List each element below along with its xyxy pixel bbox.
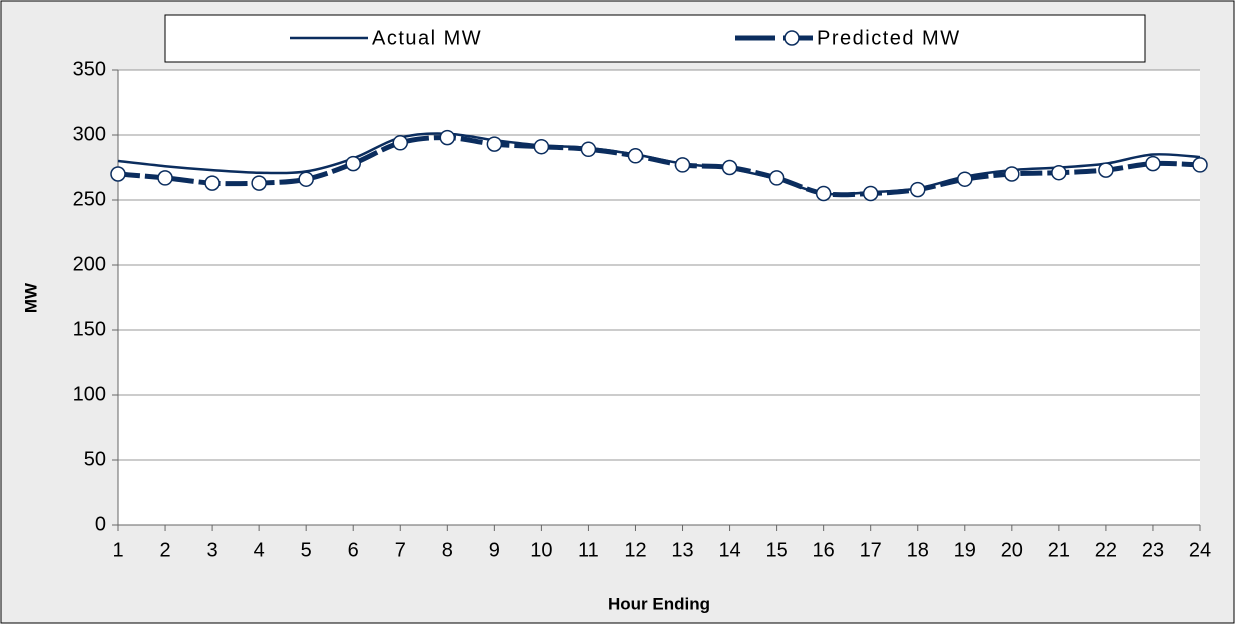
point	[486, 136, 503, 152]
x-tick-label: 16	[813, 539, 835, 561]
plot-area	[118, 70, 1200, 525]
point	[1004, 166, 1020, 182]
x-tick-label: 15	[765, 539, 787, 561]
x-tick-label: 22	[1095, 539, 1117, 561]
x-tick-label: 23	[1142, 539, 1164, 561]
series-line	[117, 135, 1201, 198]
point	[721, 159, 738, 176]
point	[909, 181, 926, 198]
x-tick-label: 17	[860, 539, 882, 561]
x-tick-label: 9	[489, 539, 500, 561]
y-tick-label: 0	[95, 513, 106, 535]
x-tick-label: 4	[254, 539, 265, 561]
point	[580, 141, 597, 158]
y-tick-label: 350	[73, 58, 106, 80]
x-tick-label: 20	[1001, 539, 1023, 561]
point	[533, 138, 550, 155]
x-tick-label: 13	[671, 539, 693, 561]
x-tick-label: 5	[301, 539, 312, 561]
x-tick-label: 24	[1189, 539, 1211, 561]
x-tick-label: 12	[624, 539, 646, 561]
point	[251, 175, 267, 191]
y-tick-label: 150	[73, 318, 106, 340]
x-tick-label: 3	[207, 539, 218, 561]
point	[1192, 157, 1208, 173]
legend-label: Actual MW	[372, 27, 482, 49]
point	[110, 166, 126, 182]
legend-marker	[784, 30, 800, 46]
x-axis-label: Hour Ending	[608, 594, 710, 613]
y-tick-label: 250	[73, 188, 106, 210]
point	[862, 185, 879, 202]
y-tick-label: 100	[73, 383, 106, 405]
y-tick-label: 200	[73, 253, 106, 275]
x-tick-label: 2	[159, 539, 170, 561]
x-tick-label: 6	[348, 539, 359, 561]
point	[1098, 162, 1114, 178]
point	[157, 170, 173, 186]
x-tick-label: 1	[112, 539, 123, 561]
x-tick-label: 21	[1048, 539, 1070, 561]
x-tick-label: 14	[718, 539, 740, 561]
y-tick-label: 300	[73, 123, 106, 145]
point	[345, 155, 361, 172]
x-tick-label: 19	[954, 539, 976, 561]
y-axis-label: MW	[21, 282, 40, 313]
point	[768, 170, 785, 186]
point	[627, 148, 644, 164]
point	[204, 175, 220, 191]
point	[439, 129, 456, 146]
point	[957, 171, 973, 187]
point	[298, 171, 314, 187]
point	[392, 135, 409, 151]
point	[674, 157, 691, 173]
y-tick-label: 50	[84, 448, 106, 470]
x-tick-label: 8	[442, 539, 453, 561]
legend-label: Predicted MW	[817, 27, 961, 49]
x-tick-label: 18	[907, 539, 929, 561]
x-tick-label: 11	[578, 539, 599, 561]
x-tick-label: 7	[395, 539, 406, 561]
x-tick-label: 10	[530, 539, 552, 561]
point	[815, 185, 832, 202]
point	[1145, 155, 1161, 172]
point	[1051, 164, 1067, 181]
